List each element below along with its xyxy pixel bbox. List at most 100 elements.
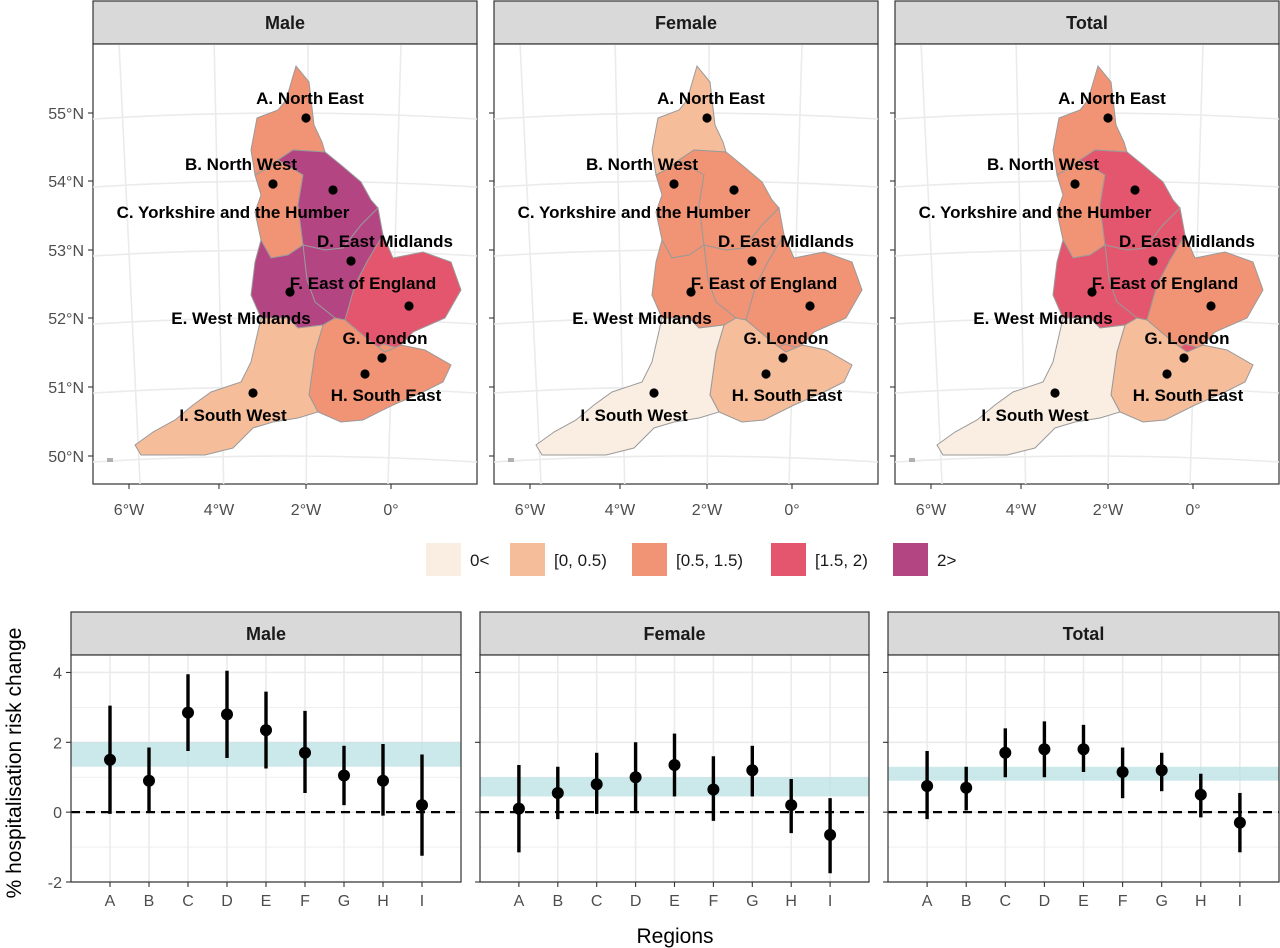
x-tick-label: E xyxy=(1078,893,1089,910)
x-tick-label: I xyxy=(420,893,424,910)
panel-strip xyxy=(894,0,1280,45)
legend-item: 0< xyxy=(426,543,489,576)
plot-strip xyxy=(70,611,462,656)
region-f-centroid xyxy=(805,301,815,311)
x-tick-label: B xyxy=(552,893,563,910)
x-tick-label: B xyxy=(961,893,972,910)
panel-strip-label: Total xyxy=(1066,13,1108,33)
x-tick-label: A xyxy=(514,893,525,910)
point-h xyxy=(1194,788,1207,801)
region-h-label: H. South East xyxy=(331,386,442,405)
x-tick-label: F xyxy=(709,893,719,910)
x-tick-label: G xyxy=(338,893,350,910)
legend-label: [1.5, 2) xyxy=(815,551,868,570)
x-tick-label: B xyxy=(144,893,155,910)
region-c-centroid xyxy=(328,185,338,195)
point-c xyxy=(999,746,1012,759)
region-h-centroid xyxy=(360,369,370,379)
map-panel-total: Total A. North East B. North West C. Yorksh… xyxy=(890,0,1280,519)
region-h-centroid xyxy=(1162,369,1172,379)
region-e-label: E. West Midlands xyxy=(572,309,712,328)
legend-label: [0, 0.5) xyxy=(554,551,607,570)
x-tick-label: H xyxy=(377,893,389,910)
point-g xyxy=(338,769,350,782)
x-tick-label: I xyxy=(1238,893,1242,910)
lon-tick-label: 0° xyxy=(383,502,398,519)
x-tick-label: E xyxy=(669,893,680,910)
plot-strip xyxy=(887,611,1280,656)
point-e xyxy=(260,724,272,737)
point-e xyxy=(668,759,681,772)
lat-tick-label: 55°N xyxy=(48,106,84,123)
lon-tick-label: 4°W xyxy=(1006,502,1037,519)
graticule-parallel xyxy=(92,455,478,463)
plot-strip-label: Male xyxy=(246,624,286,644)
graticule-meridian xyxy=(519,44,542,485)
region-d-label: D. East Midlands xyxy=(1119,232,1255,251)
graticule-meridian xyxy=(920,44,943,485)
legend-swatch xyxy=(632,543,667,576)
region-g-centroid xyxy=(377,353,387,363)
x-tick-label: A xyxy=(922,893,933,910)
point-a xyxy=(921,779,934,792)
graticule-meridian xyxy=(118,44,141,485)
legend-label: 2> xyxy=(937,551,956,570)
x-tick-label: D xyxy=(1039,893,1051,910)
lon-tick-label: 6°W xyxy=(114,502,145,519)
region-d-centroid xyxy=(747,256,757,266)
region-i-centroid xyxy=(248,388,258,398)
point-f xyxy=(707,783,720,796)
graticule-parallel xyxy=(894,455,1280,463)
y-tick-label: 4 xyxy=(53,665,62,682)
y-tick-label: 2 xyxy=(53,735,62,752)
plot-panel-female: Female A B C D E F G H I xyxy=(475,611,870,910)
lat-tick-label: 52°N xyxy=(48,311,84,328)
region-e-centroid xyxy=(686,287,696,297)
legend-swatch xyxy=(893,543,928,576)
panel-strip-label: Female xyxy=(655,13,717,33)
x-tick-label: D xyxy=(630,893,642,910)
legend-item: [1.5, 2) xyxy=(771,543,868,576)
lon-tick-label: 6°W xyxy=(515,502,546,519)
region-g-label: G. London xyxy=(744,329,829,348)
y-axis-title: % hospitalisation risk change xyxy=(3,628,26,899)
legend: 0< [0, 0.5) [0.5, 1.5) [1.5, 2) 2> xyxy=(426,543,956,576)
region-i-label: I. South West xyxy=(179,406,287,425)
region-d-label: D. East Midlands xyxy=(317,232,453,251)
region-h-label: H. South East xyxy=(1133,386,1244,405)
region-d-centroid xyxy=(1148,256,1158,266)
legend-swatch xyxy=(510,543,545,576)
region-h-label: H. South East xyxy=(732,386,843,405)
x-tick-label: D xyxy=(221,893,233,910)
point-i xyxy=(1233,816,1246,829)
plot-panel-total: Total A B C D E F G H I xyxy=(883,611,1280,910)
region-f-label: F. East of England xyxy=(1092,274,1238,293)
region-e-centroid xyxy=(1087,287,1097,297)
x-tick-label: G xyxy=(1155,893,1167,910)
region-c-label: C. Yorkshire and the Humber xyxy=(518,203,751,222)
point-c xyxy=(590,778,603,791)
island-shape xyxy=(508,458,514,462)
x-tick-label: C xyxy=(591,893,603,910)
legend-swatch xyxy=(771,543,806,576)
region-a-centroid xyxy=(301,113,311,123)
region-g-centroid xyxy=(778,353,788,363)
x-tick-label: H xyxy=(785,893,797,910)
region-i-shape xyxy=(936,317,1126,456)
y-tick-label: 0 xyxy=(53,805,62,822)
region-g-label: G. London xyxy=(1145,329,1230,348)
lat-tick-label: 54°N xyxy=(48,174,84,191)
overall-ci-band xyxy=(888,766,1279,781)
region-i-shape xyxy=(535,317,725,456)
point-b xyxy=(551,786,564,799)
point-d xyxy=(221,708,233,721)
lat-tick-label: 53°N xyxy=(48,243,84,260)
point-d xyxy=(1038,743,1051,756)
region-g-centroid xyxy=(1179,353,1189,363)
plot-strip-label: Female xyxy=(643,624,705,644)
x-tick-label: C xyxy=(182,893,194,910)
risk-change-plots: Male A B C D E F G H I -2 0 2 4 Female A B C D E F G H I Total A B… xyxy=(48,611,1280,910)
y-tick-label: -2 xyxy=(48,875,62,892)
x-axis-title: Regions xyxy=(636,925,713,948)
region-e-label: E. West Midlands xyxy=(973,309,1113,328)
